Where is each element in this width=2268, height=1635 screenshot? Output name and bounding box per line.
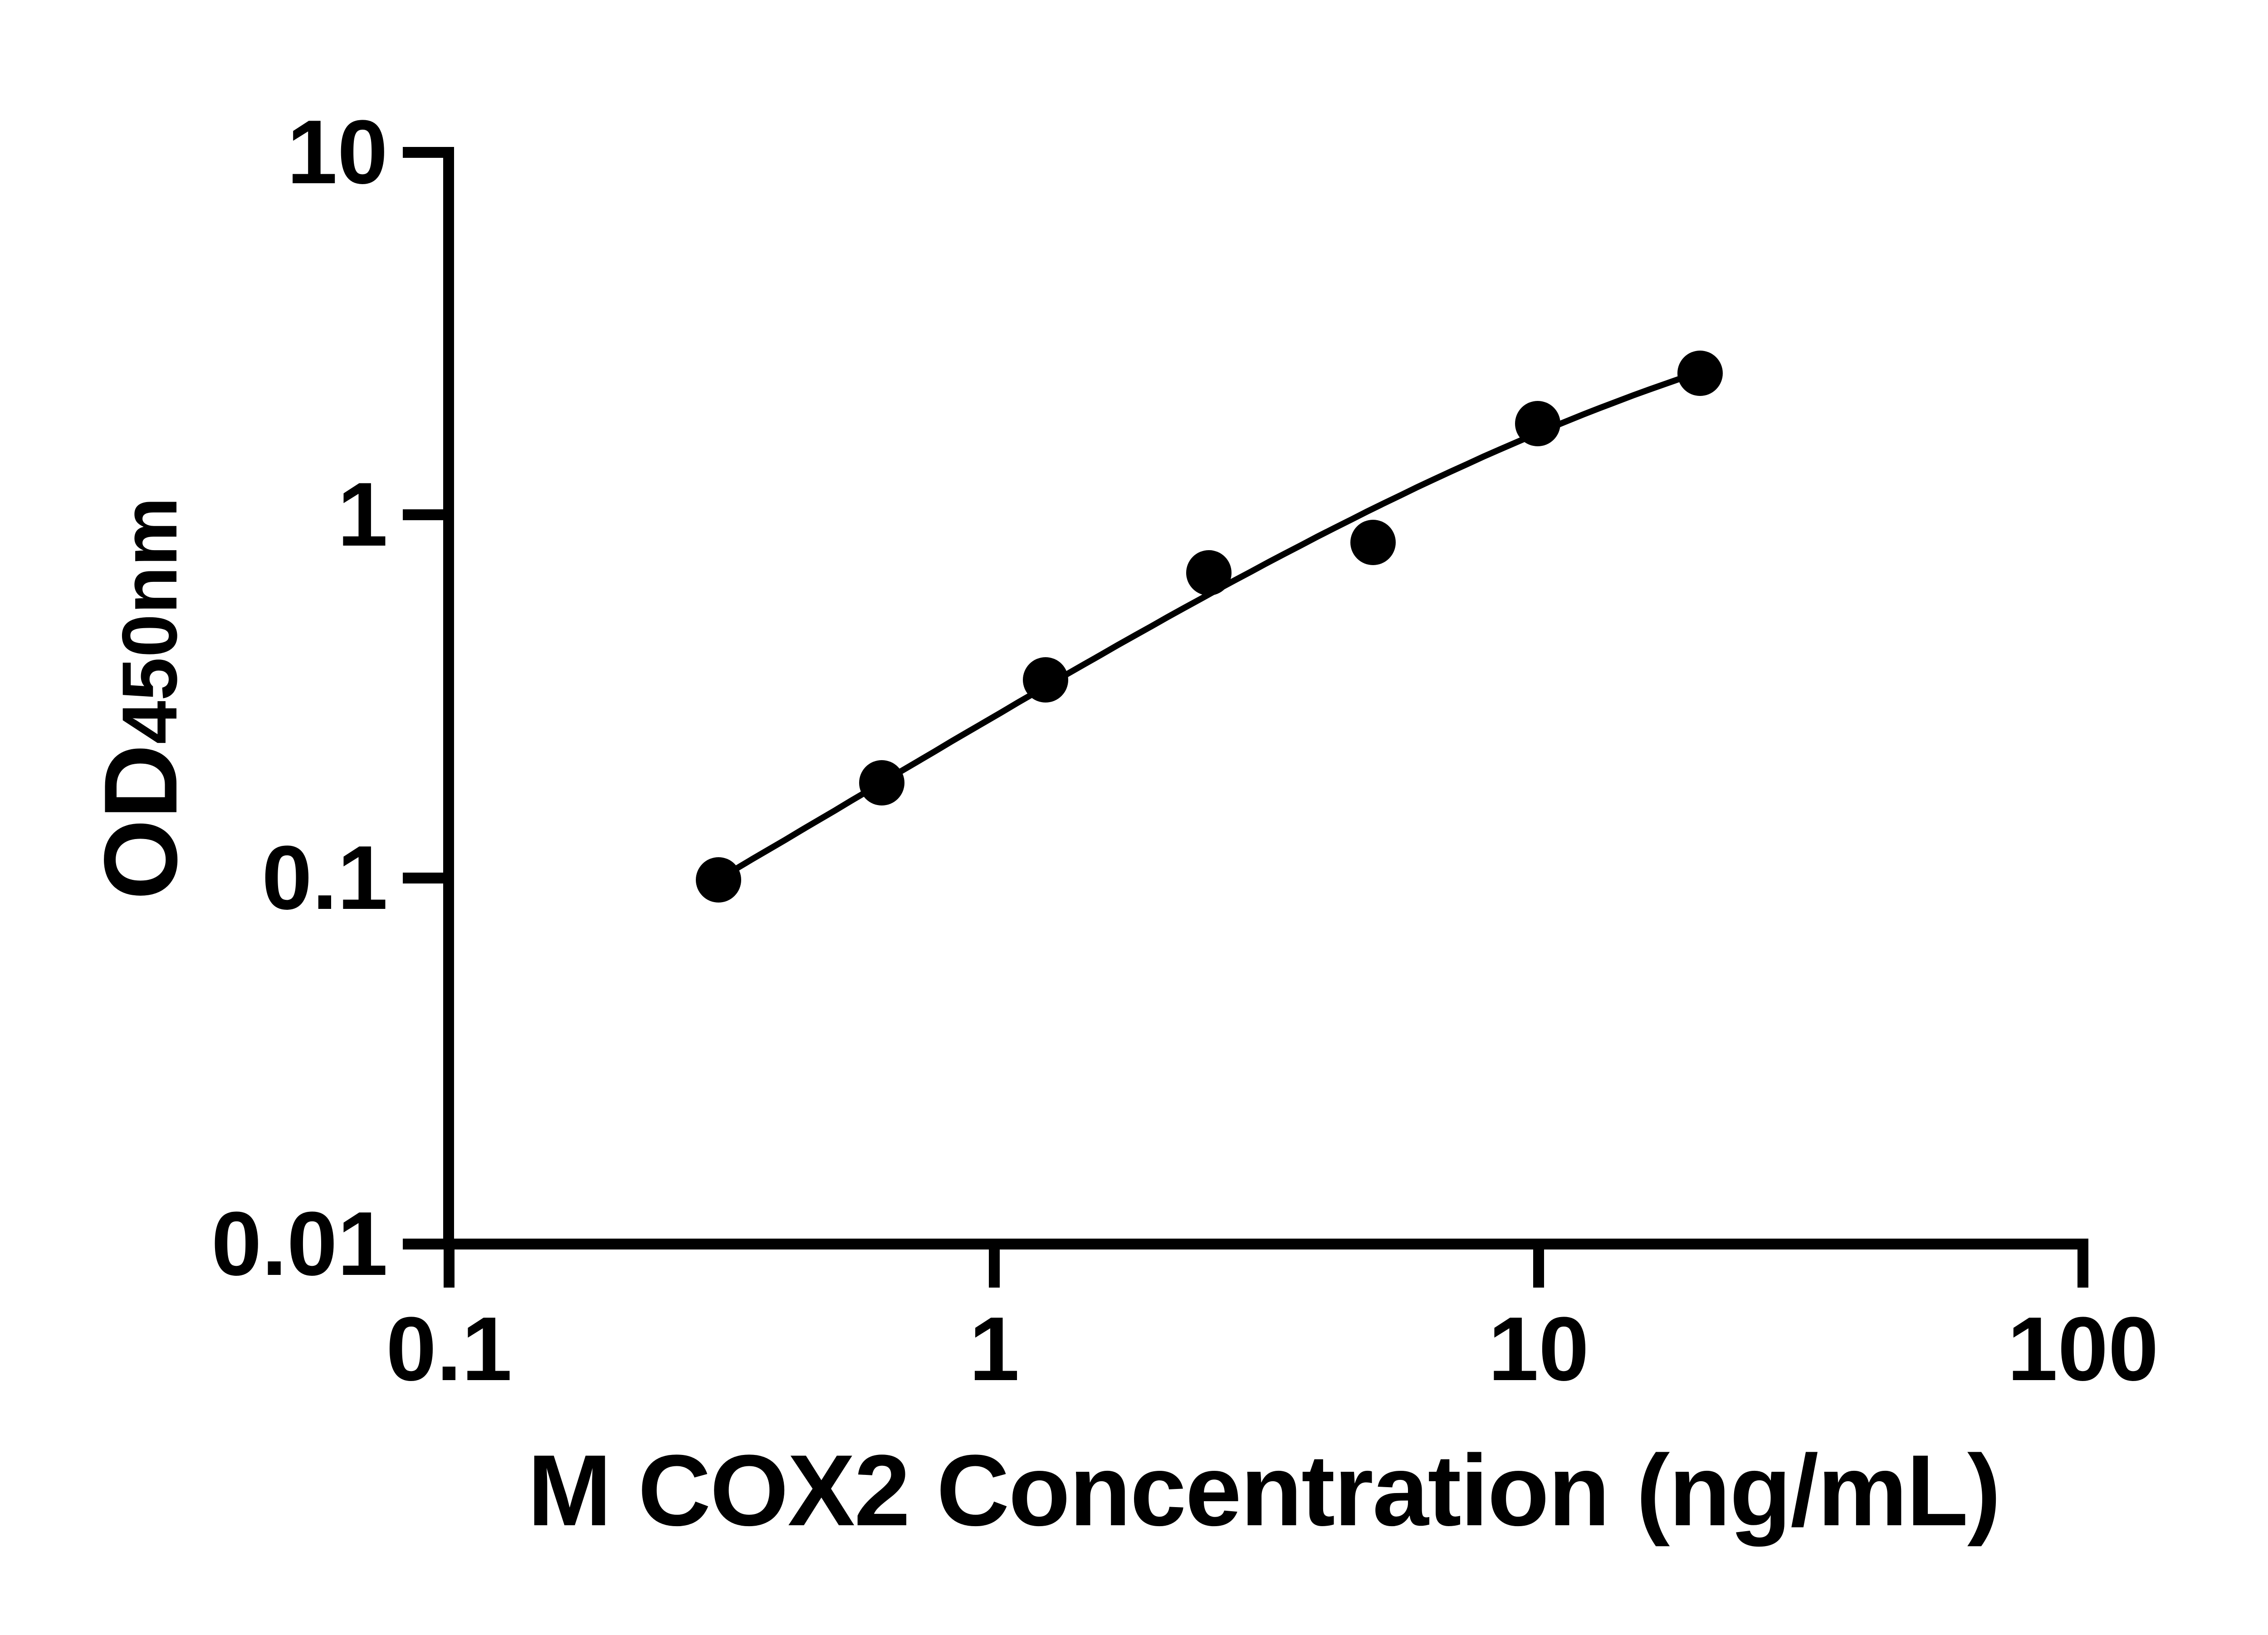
svg-text:100: 100 (2007, 1298, 2159, 1400)
svg-text:OD450nm: OD450nm (83, 497, 199, 900)
svg-text:0.1: 0.1 (262, 827, 388, 928)
svg-text:0.1: 0.1 (386, 1298, 512, 1400)
svg-text:1: 1 (969, 1298, 1019, 1400)
svg-text:0.01: 0.01 (211, 1193, 388, 1294)
svg-text:1: 1 (337, 464, 388, 565)
svg-text:10: 10 (287, 102, 388, 203)
svg-text:10: 10 (1488, 1298, 1589, 1400)
svg-text:M COX2 Concentration (ng/mL): M COX2 Concentration (ng/mL) (528, 1434, 2000, 1547)
